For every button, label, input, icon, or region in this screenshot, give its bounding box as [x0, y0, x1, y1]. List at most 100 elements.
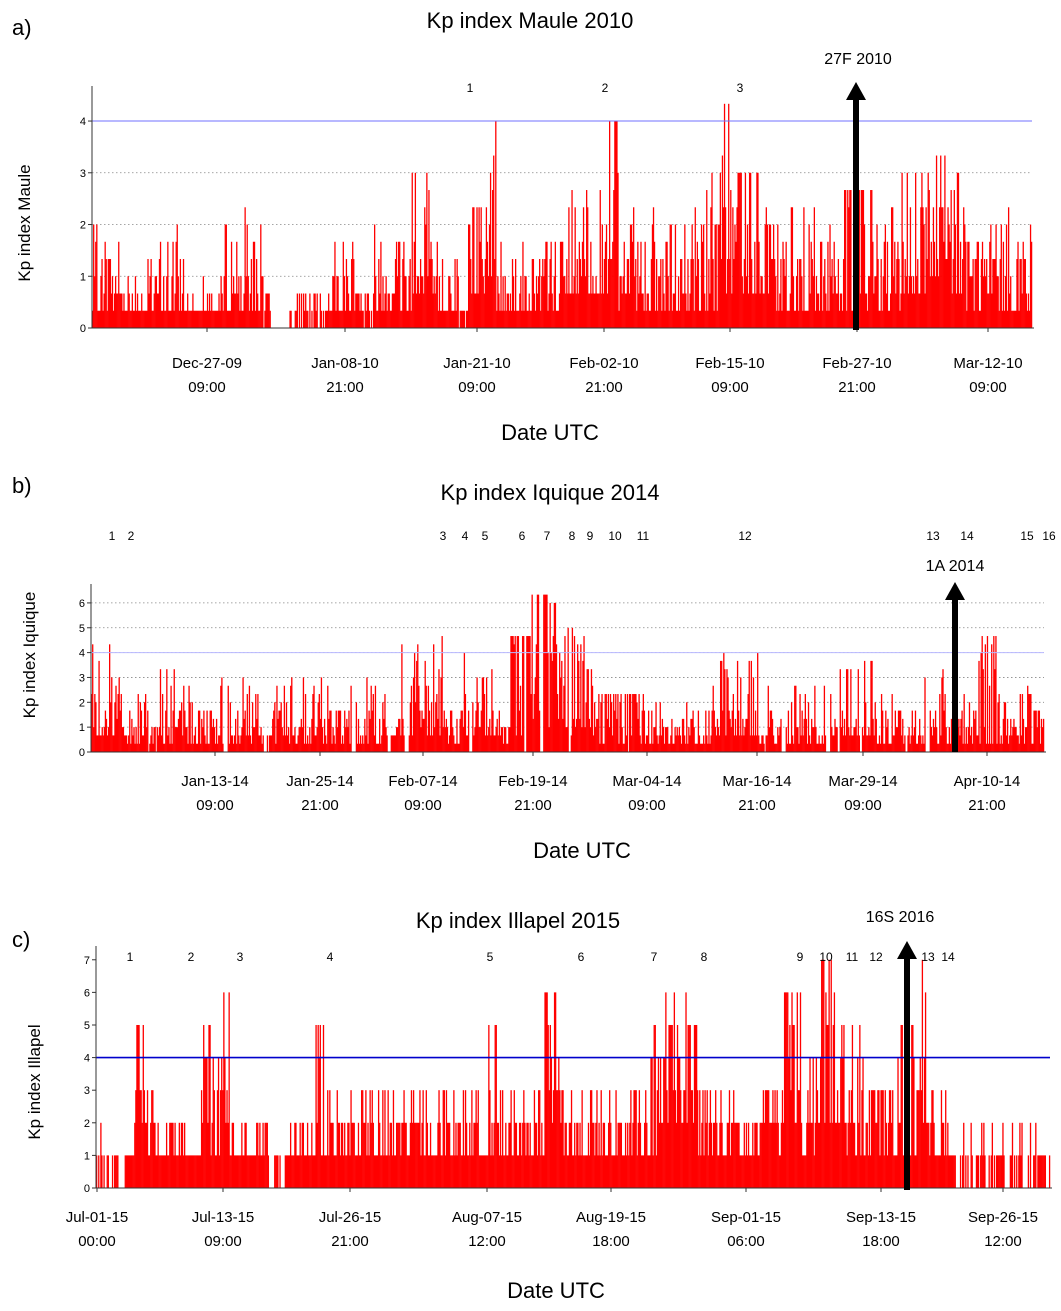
kp-bar	[873, 293, 875, 328]
kp-bar	[478, 1155, 480, 1188]
kp-bar	[748, 660, 750, 752]
kp-bar	[461, 310, 464, 328]
kp-bar	[330, 1122, 332, 1188]
kp-bar	[727, 259, 729, 328]
kp-bar	[454, 1155, 456, 1188]
kp-bar	[949, 743, 952, 752]
kp-bar	[350, 1090, 352, 1188]
kp-bar	[825, 992, 827, 1188]
kp-bar	[487, 1155, 489, 1188]
kp-bar	[682, 718, 685, 752]
kp-bar	[286, 735, 289, 752]
kp-bar	[447, 743, 450, 752]
kp-bar	[631, 1155, 633, 1188]
kp-bar	[1033, 1155, 1035, 1188]
kp-bar	[323, 718, 326, 752]
kp-bar	[377, 743, 380, 752]
kp-bar	[521, 1155, 523, 1188]
kp-bar	[513, 310, 516, 328]
kp-bar	[697, 259, 700, 328]
x-tick-time: 21:00	[585, 379, 623, 396]
kp-bar	[889, 293, 892, 328]
kp-bar	[567, 293, 569, 328]
kp-bar	[575, 1155, 577, 1188]
kp-bar	[703, 1155, 705, 1188]
kp-bar	[266, 735, 269, 752]
kp-bar	[922, 735, 924, 752]
kp-bar	[335, 1155, 337, 1188]
kp-bar	[981, 241, 984, 328]
kp-bar	[395, 241, 398, 328]
kp-bar	[864, 293, 867, 328]
kp-bar	[1040, 1155, 1042, 1188]
kp-bar	[397, 1122, 399, 1188]
kp-bar	[356, 293, 358, 328]
kp-bar	[863, 660, 866, 752]
kp-bar	[950, 1155, 952, 1188]
kp-bar	[886, 727, 888, 752]
kp-bar	[181, 293, 184, 328]
kp-bar	[351, 259, 353, 328]
kp-bar	[1000, 224, 1002, 328]
kp-bar	[936, 1155, 938, 1188]
kp-bar	[993, 259, 995, 328]
kp-bar	[239, 743, 241, 752]
kp-bar	[386, 735, 388, 752]
kp-bar	[208, 293, 211, 328]
kp-bar	[483, 1155, 486, 1188]
kp-bar	[888, 310, 891, 328]
y-tick-label: 5	[79, 623, 85, 635]
kp-bar	[383, 310, 385, 328]
kp-bar	[417, 276, 420, 328]
kp-bar	[1027, 1155, 1030, 1188]
kp-bar	[712, 685, 714, 752]
kp-bar	[289, 743, 291, 752]
kp-bar	[540, 1155, 542, 1188]
kp-bar	[801, 710, 803, 752]
kp-bar	[880, 1090, 882, 1188]
kp-bar	[684, 1090, 686, 1188]
kp-bar	[658, 735, 660, 752]
earthquake-label: 27F 2010	[824, 51, 892, 68]
kp-bar	[988, 1155, 990, 1188]
kp-bar	[421, 710, 423, 752]
kp-bar	[614, 121, 616, 328]
kp-bar	[621, 1155, 624, 1188]
kp-bar	[776, 310, 778, 328]
kp-bar	[304, 1155, 307, 1188]
kp-bar	[761, 276, 763, 328]
event-label: 1	[127, 950, 134, 964]
kp-bar	[580, 1155, 582, 1188]
kp-bar	[600, 293, 602, 328]
kp-bar	[207, 1122, 209, 1188]
kp-bar	[629, 694, 632, 752]
x-tick-time: 21:00	[326, 379, 364, 396]
kp-bar	[871, 1090, 874, 1188]
kp-bar	[681, 1122, 683, 1188]
kp-bar	[403, 1090, 405, 1188]
kp-bar	[117, 1155, 119, 1188]
kp-bar	[507, 293, 509, 328]
event-label: 3	[237, 950, 244, 964]
kp-bar	[1016, 259, 1018, 328]
kp-bar	[661, 310, 663, 328]
kp-bar	[877, 743, 880, 752]
kp-bar	[995, 1155, 998, 1188]
kp-bar	[189, 310, 191, 328]
kp-bar	[209, 710, 211, 752]
kp-bar	[100, 276, 102, 328]
kp-bar	[834, 276, 836, 328]
kp-bar	[406, 310, 408, 328]
kp-bar	[218, 735, 220, 752]
kp-bar	[830, 694, 832, 752]
kp-bar	[557, 1090, 559, 1188]
kp-bar	[220, 685, 222, 752]
kp-bar	[580, 276, 583, 328]
kp-bar	[619, 702, 621, 752]
kp-bar	[948, 727, 951, 752]
event-label: 9	[797, 950, 804, 964]
kp-bar	[1043, 1155, 1045, 1188]
y-tick-label: 0	[84, 1183, 90, 1195]
kp-bar	[159, 241, 162, 328]
kp-bar	[218, 1155, 221, 1188]
